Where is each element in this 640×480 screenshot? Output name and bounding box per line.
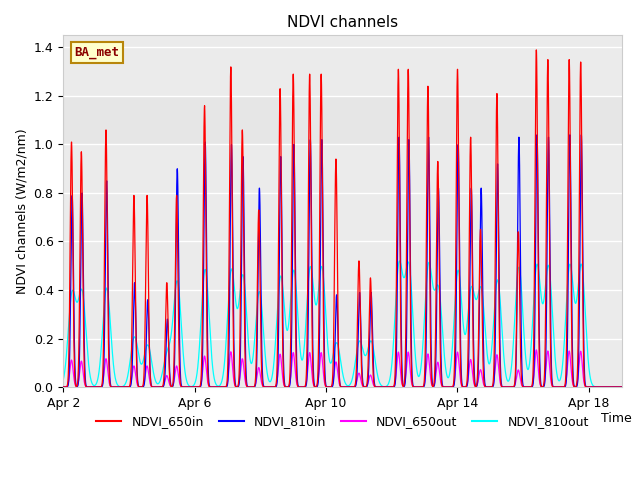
NDVI_650in <box>618 384 625 390</box>
NDVI_650out <box>60 384 67 390</box>
NDVI_650in <box>532 47 540 53</box>
NDVI_810out <box>618 384 625 390</box>
Line: NDVI_650in: NDVI_650in <box>63 50 621 387</box>
NDVI_650in <box>60 384 67 390</box>
Legend: NDVI_650in, NDVI_810in, NDVI_650out, NDVI_810out: NDVI_650in, NDVI_810in, NDVI_650out, NDV… <box>92 410 594 433</box>
NDVI_650in <box>198 304 206 310</box>
NDVI_650out <box>324 384 332 390</box>
NDVI_810in <box>577 132 585 138</box>
NDVI_650out <box>532 347 540 353</box>
NDVI_650out <box>618 384 625 390</box>
NDVI_810out <box>396 258 403 264</box>
NDVI_810in <box>418 384 426 390</box>
NDVI_650in <box>582 384 589 390</box>
NDVI_650in <box>324 384 332 390</box>
NDVI_650in <box>397 344 405 349</box>
NDVI_810in <box>324 384 332 390</box>
NDVI_810in <box>397 307 405 312</box>
NDVI_650in <box>460 384 467 390</box>
NDVI_650out <box>582 384 589 389</box>
NDVI_650out <box>397 375 405 381</box>
Line: NDVI_810out: NDVI_810out <box>63 261 621 387</box>
NDVI_810out <box>324 338 332 344</box>
NDVI_650out <box>198 370 206 376</box>
NDVI_810in <box>198 356 206 362</box>
NDVI_810out <box>198 292 206 298</box>
Title: NDVI channels: NDVI channels <box>287 15 398 30</box>
Line: NDVI_650out: NDVI_650out <box>63 350 621 387</box>
NDVI_650out <box>460 384 467 390</box>
Line: NDVI_810in: NDVI_810in <box>63 135 621 387</box>
NDVI_810out <box>397 263 405 268</box>
NDVI_810in <box>460 384 467 390</box>
NDVI_810out <box>460 321 467 327</box>
NDVI_810in <box>60 384 67 390</box>
NDVI_650in <box>418 384 426 390</box>
Text: BA_met: BA_met <box>74 46 120 59</box>
NDVI_810in <box>582 383 589 388</box>
Y-axis label: NDVI channels (W/m2/nm): NDVI channels (W/m2/nm) <box>15 128 28 294</box>
NDVI_810out <box>60 377 67 383</box>
Bar <box>63 96 621 144</box>
NDVI_650out <box>418 384 426 390</box>
NDVI_810out <box>582 316 589 322</box>
NDVI_810out <box>418 356 426 362</box>
NDVI_810in <box>618 384 625 390</box>
X-axis label: Time: Time <box>601 412 632 425</box>
